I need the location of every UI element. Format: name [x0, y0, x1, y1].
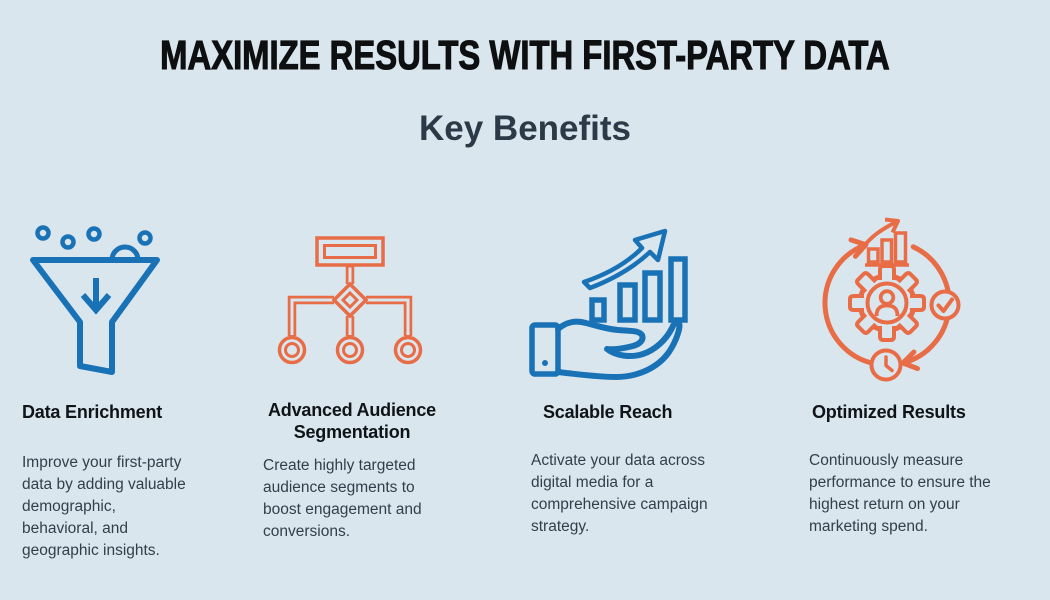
- growth-arrow-icon: [581, 228, 668, 291]
- down-arrow-icon: [80, 278, 112, 315]
- benefit-title: Data Enrichment: [22, 402, 163, 422]
- data-dot-half-icon: [109, 244, 141, 261]
- benefit-optimized-results: Optimized Results Continuously measure p…: [809, 401, 1017, 538]
- data-dot-icon: [35, 225, 51, 241]
- check-icon: [929, 289, 961, 321]
- gear-person-icon: [848, 264, 926, 342]
- benefit-description: Create highly targeted audience segments…: [263, 457, 422, 540]
- benefit-scalable-reach: Scalable Reach Activate your data across…: [531, 401, 731, 538]
- segment-node: [393, 335, 423, 365]
- benefit-title: Advanced Audience Segmentation: [268, 400, 436, 442]
- subtitle: Key Benefits: [418, 109, 632, 148]
- clock-icon: [869, 348, 903, 382]
- main-title-text: MAXIMIZE RESULTS WITH FIRST-PARTY DATA: [160, 32, 890, 78]
- hand-outline: [555, 318, 683, 380]
- bar: [668, 256, 688, 323]
- data-dot-icon: [60, 234, 76, 250]
- benefit-description: Improve your first-party data by adding …: [22, 454, 186, 559]
- benefit-title: Optimized Results: [812, 402, 966, 422]
- benefit-description: Continuously measure performance to ensu…: [809, 452, 991, 535]
- mini-chart-icon: [862, 217, 909, 267]
- scalable-reach-icon: [529, 228, 688, 380]
- segment-node: [277, 335, 307, 365]
- bar: [642, 270, 663, 323]
- root-node: [315, 236, 385, 267]
- segment-node: [335, 335, 365, 365]
- optimized-results-icon: [822, 217, 961, 382]
- benefit-audience-segmentation: Advanced Audience Segmentation Create hi…: [263, 400, 441, 543]
- main-title: MAXIMIZE RESULTS WITH FIRST-PARTY DATA: [0, 32, 1050, 78]
- bar: [589, 297, 607, 323]
- diamond-node: [331, 281, 369, 319]
- audience-segmentation-icon: [277, 236, 423, 365]
- benefit-data-enrichment: Data Enrichment Improve your first-party…: [22, 401, 214, 562]
- cycle-arrow-icon: [822, 242, 877, 367]
- person-icon: [878, 289, 896, 306]
- bar: [617, 282, 638, 323]
- funnel-body: [30, 257, 160, 375]
- benefit-title: Scalable Reach: [543, 402, 673, 422]
- funnel-icon: [30, 225, 160, 375]
- benefit-description: Activate your data across digital media …: [531, 452, 708, 535]
- cuff: [529, 322, 561, 377]
- data-dot-icon: [137, 230, 153, 246]
- data-dot-icon: [86, 226, 102, 242]
